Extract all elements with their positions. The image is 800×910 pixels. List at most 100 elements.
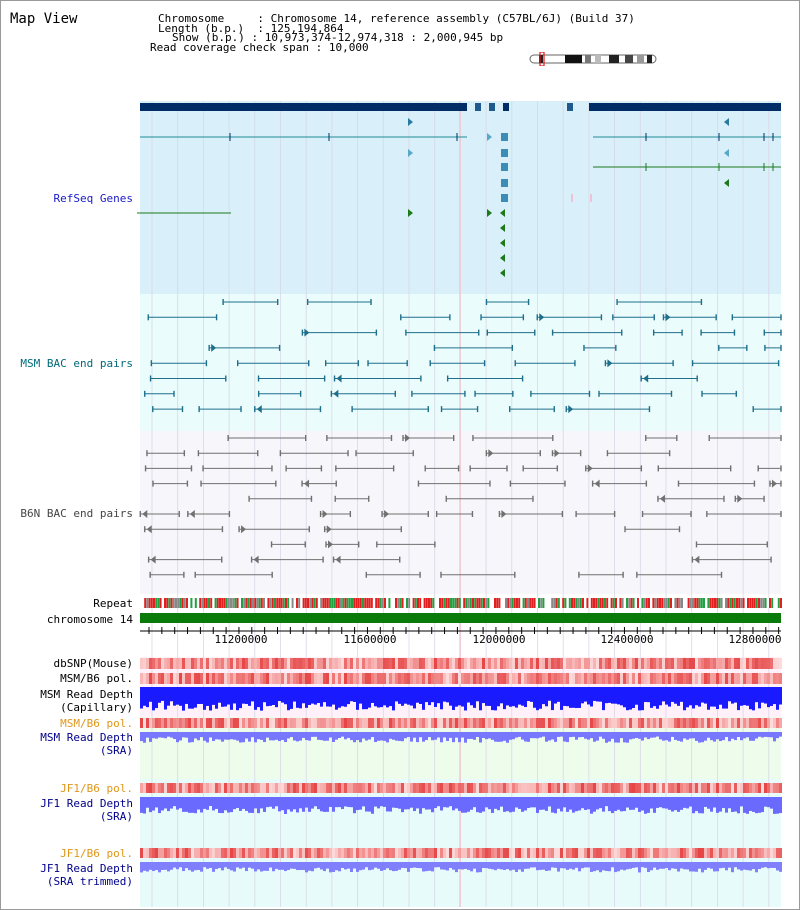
pol-cell — [335, 848, 338, 858]
pol-cell — [500, 783, 503, 793]
repeat-mark — [150, 598, 153, 608]
track-label-chromosome[interactable]: chromosome 14 — [46, 613, 133, 626]
pol-cell — [179, 783, 182, 793]
track-label-refseq[interactable]: RefSeq Genes — [53, 192, 133, 205]
depth-bar — [302, 862, 305, 871]
pol-cell — [455, 783, 458, 793]
depth-bar — [548, 732, 551, 741]
track-label-jf1-b6-pol[interactable]: JF1/B6 pol. — [60, 782, 133, 795]
depth-bar — [212, 687, 215, 705]
pol-cell — [650, 848, 653, 858]
depth-bar — [605, 797, 608, 807]
pol-cell — [317, 658, 320, 669]
depth-bar — [686, 732, 689, 740]
track-label-jf1-b6-pol-2[interactable]: JF1/B6 pol. — [60, 847, 133, 860]
repeat-mark — [183, 598, 186, 608]
track-label-msm-b6-pol[interactable]: MSM/B6 pol. — [60, 672, 133, 685]
pol-cell — [776, 848, 779, 858]
depth-bar — [533, 687, 536, 708]
pol-cell — [629, 848, 632, 858]
repeat-mark — [771, 598, 774, 608]
track-label-jf1-depth-sra[interactable]: JF1 Read Depth — [40, 797, 133, 810]
repeat-mark — [544, 598, 547, 608]
pol-cell — [287, 673, 290, 684]
depth-bar — [458, 687, 461, 706]
depth-bar — [743, 687, 746, 706]
depth-bar — [596, 687, 599, 702]
depth-bar — [710, 687, 713, 707]
depth-bar — [230, 687, 233, 710]
repeat-mark — [324, 598, 327, 608]
track-label-msm-depth-sra[interactable]: MSM Read Depth — [40, 731, 133, 744]
track-label-msm-depth-capillary[interactable]: MSM Read Depth — [40, 688, 133, 701]
pol-cell — [434, 783, 437, 793]
pol-cell — [245, 848, 248, 858]
depth-bar — [692, 862, 695, 872]
depth-bar — [350, 732, 353, 741]
depth-bar — [209, 862, 212, 868]
depth-bar — [173, 687, 176, 706]
depth-bar — [215, 797, 218, 809]
chromosome-ideogram[interactable] — [529, 52, 659, 66]
depth-bar — [365, 732, 368, 741]
pol-cell — [428, 848, 431, 858]
pol-cell — [149, 783, 152, 793]
depth-bar — [587, 862, 590, 868]
pol-cell — [335, 658, 338, 669]
repeat-mark — [476, 598, 479, 608]
pol-cell — [530, 673, 533, 684]
depth-bar — [407, 687, 410, 705]
depth-bar — [275, 797, 278, 807]
depth-bar — [449, 862, 452, 868]
pol-cell — [302, 658, 305, 669]
track-label-msm-b6-pol-2[interactable]: MSM/B6 pol. — [60, 717, 133, 730]
pol-cell — [212, 658, 215, 669]
depth-bar — [362, 687, 365, 710]
depth-bar — [209, 687, 212, 711]
pol-cell — [476, 718, 479, 728]
depth-bar — [449, 797, 452, 807]
gene-arrow — [587, 464, 593, 473]
pol-cell — [770, 673, 773, 684]
depth-bar — [221, 797, 224, 814]
track-label-jf1-depth-trimmed[interactable]: JF1 Read Depth — [40, 862, 133, 875]
pol-cell — [731, 848, 734, 858]
depth-bar — [152, 862, 155, 872]
gene-arrow — [488, 449, 494, 458]
pol-cell — [368, 673, 371, 684]
repeat-mark — [230, 598, 232, 608]
pol-cell — [770, 783, 773, 793]
pol-cell — [212, 848, 215, 858]
pol-cell — [503, 718, 506, 728]
pol-cell — [602, 673, 605, 684]
repeat-mark — [351, 598, 353, 608]
repeat-mark — [513, 598, 516, 608]
repeat-mark — [293, 598, 296, 608]
pol-cell — [212, 783, 215, 793]
pol-cell — [482, 848, 485, 858]
pol-cell — [467, 673, 470, 684]
depth-bar — [659, 732, 662, 740]
repeat-mark — [617, 598, 620, 608]
repeat-mark — [223, 598, 226, 608]
pol-cell — [686, 673, 689, 684]
depth-bar — [356, 687, 359, 710]
repeat-mark — [722, 598, 725, 608]
axis-tick-label: 11200000 — [214, 633, 268, 646]
pol-cell — [155, 848, 158, 858]
pol-cell — [383, 673, 386, 684]
pol-cell — [338, 783, 341, 793]
track-label-msm-bac[interactable]: MSM BAC end pairs — [20, 357, 133, 370]
pol-cell — [749, 718, 752, 728]
depth-bar — [305, 797, 308, 808]
track-label-repeat[interactable]: Repeat — [93, 597, 133, 610]
pol-cell — [608, 673, 611, 684]
pol-cell — [653, 848, 656, 858]
pol-cell — [374, 783, 377, 793]
repeat-mark — [694, 598, 697, 608]
track-label-b6n-bac[interactable]: B6N BAC end pairs — [20, 507, 133, 520]
pol-cell — [686, 848, 689, 858]
track-label-dbsnp[interactable]: dbSNP(Mouse) — [53, 657, 133, 670]
pol-cell — [731, 673, 734, 684]
